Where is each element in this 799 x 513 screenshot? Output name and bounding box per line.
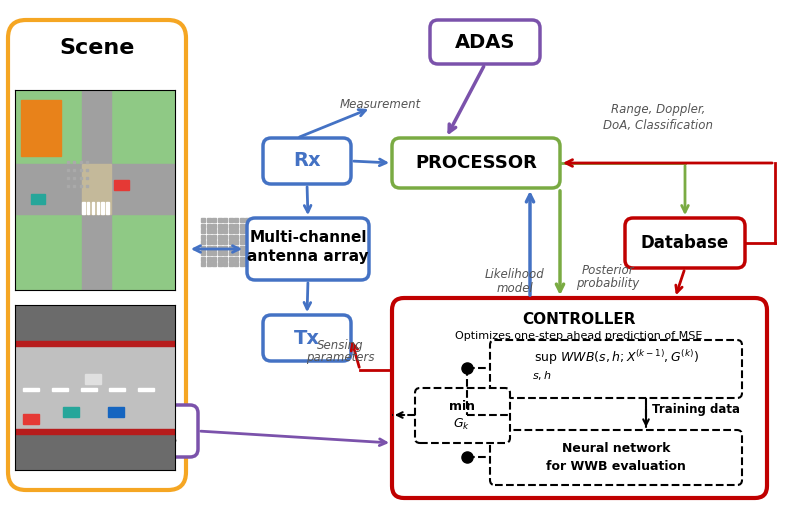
Text: Range, Doppler,: Range, Doppler,	[610, 104, 706, 116]
Text: Rx: Rx	[293, 151, 321, 170]
Text: probability: probability	[576, 277, 640, 289]
Text: Posterior: Posterior	[582, 264, 634, 277]
Text: sup $WWB(s,h;X^{(k-1)},G^{(k)})$: sup $WWB(s,h;X^{(k-1)},G^{(k)})$	[534, 348, 698, 367]
FancyBboxPatch shape	[490, 340, 742, 398]
Text: CONTROLLER: CONTROLLER	[523, 312, 636, 327]
Text: Tx: Tx	[294, 328, 320, 347]
Text: Scene: Scene	[59, 38, 135, 58]
FancyBboxPatch shape	[8, 20, 186, 490]
Text: min: min	[449, 400, 475, 412]
Text: Car telemetry: Car telemetry	[60, 416, 168, 430]
Text: DoA, Classification: DoA, Classification	[603, 119, 713, 131]
Text: for WWB evaluation: for WWB evaluation	[546, 460, 686, 472]
FancyBboxPatch shape	[263, 315, 351, 361]
Text: Measurement: Measurement	[340, 98, 420, 111]
Text: ADAS: ADAS	[455, 32, 515, 51]
FancyBboxPatch shape	[392, 138, 560, 188]
FancyBboxPatch shape	[30, 405, 198, 457]
Text: Likelihood: Likelihood	[485, 268, 545, 282]
Text: Optimizes one-step ahead prediction of MSE: Optimizes one-step ahead prediction of M…	[455, 331, 702, 341]
FancyBboxPatch shape	[247, 218, 369, 280]
FancyBboxPatch shape	[415, 388, 510, 443]
FancyBboxPatch shape	[490, 430, 742, 485]
Text: Multi-channel: Multi-channel	[249, 230, 367, 246]
Text: PROCESSOR: PROCESSOR	[415, 154, 537, 172]
Text: Database: Database	[641, 234, 729, 252]
Text: Neural network: Neural network	[562, 442, 670, 455]
Text: $G_k$: $G_k$	[454, 417, 471, 431]
Text: $s,h$: $s,h$	[532, 369, 552, 383]
FancyBboxPatch shape	[392, 298, 767, 498]
FancyBboxPatch shape	[430, 20, 540, 64]
FancyBboxPatch shape	[263, 138, 351, 184]
Text: antenna array: antenna array	[247, 248, 369, 264]
FancyBboxPatch shape	[625, 218, 745, 268]
Text: parameters: parameters	[306, 351, 374, 365]
Text: model: model	[497, 282, 534, 294]
Text: Training data: Training data	[652, 404, 740, 417]
Text: & other sensors: & other sensors	[51, 432, 177, 446]
Text: Sensing: Sensing	[316, 339, 364, 351]
